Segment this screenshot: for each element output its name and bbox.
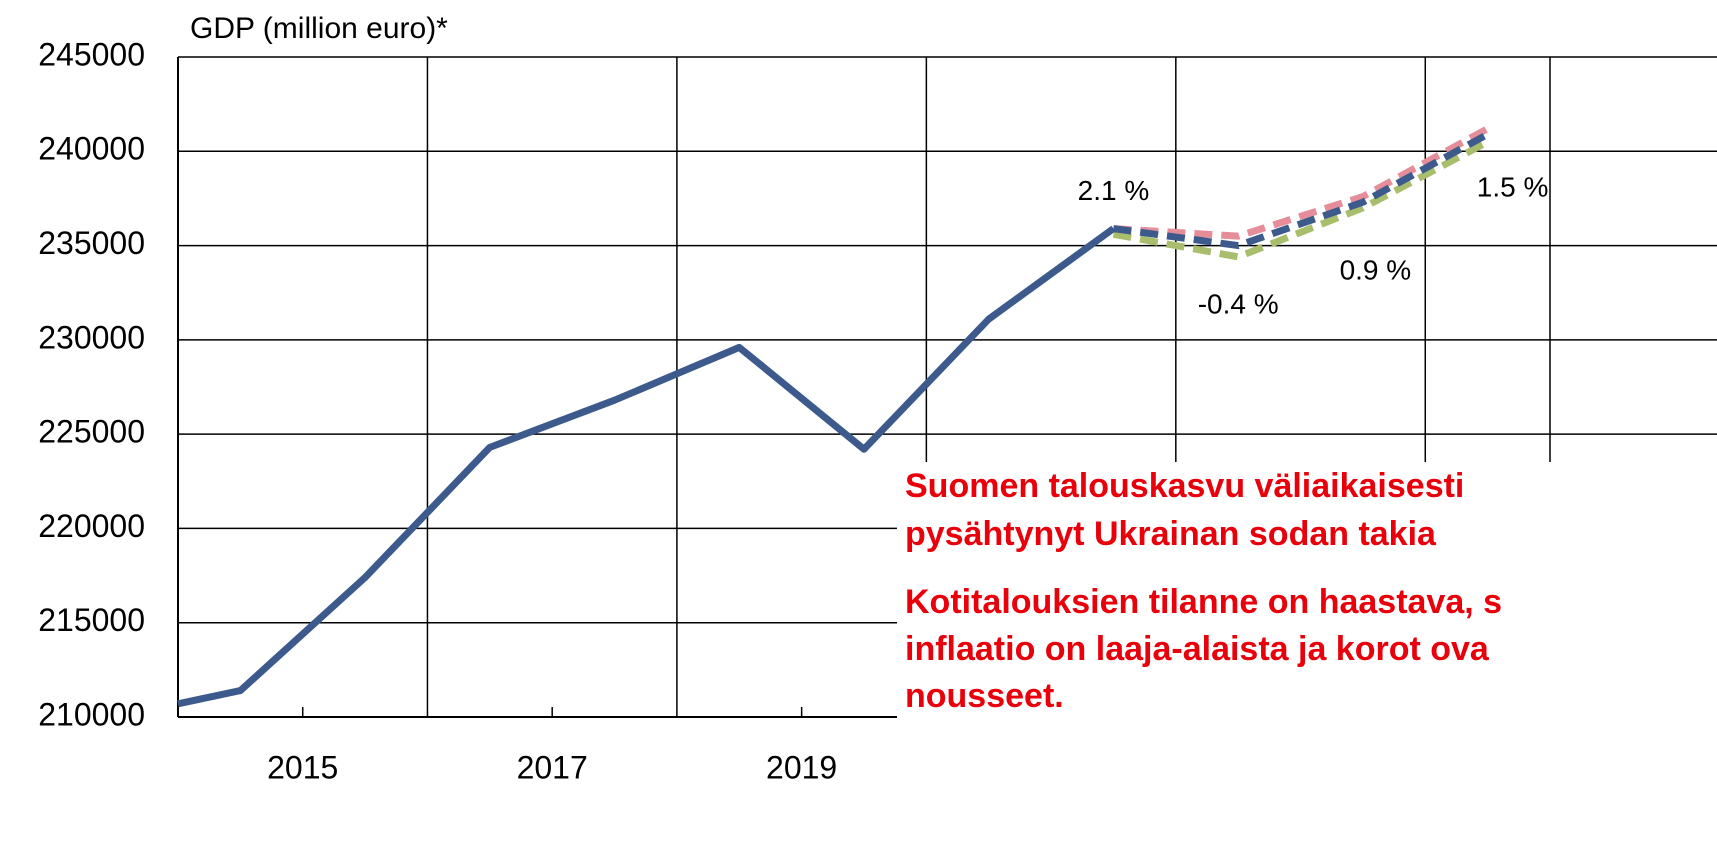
x-tick-label: 2015 [267,749,338,785]
y-tick-label: 230000 [38,319,145,355]
annotation: 1.5 % [1477,171,1549,202]
annotation: 0.9 % [1340,254,1412,285]
note-text: Suomen talouskasvu väliaikaisesti [905,467,1464,505]
y-tick-label: 210000 [38,696,145,732]
y-tick-label: 245000 [38,36,145,72]
y-tick-label: 225000 [38,414,145,450]
annotation: 2.1 % [1078,175,1150,206]
y-tick-label: 240000 [38,131,145,167]
y-tick-label: 220000 [38,508,145,544]
y-tick-label: 215000 [38,602,145,638]
x-tick-label: 2017 [517,749,588,785]
series-line [1113,125,1490,240]
chart-title: GDP (million euro)* [190,12,448,45]
series-line [1112,138,1490,261]
annotation: -0.4 % [1198,288,1279,319]
note-text: Kotitalouksien tilanne on haastava, s [905,583,1502,621]
note-text: inflaatio on laaja-alaista ja korot ova [905,630,1490,668]
note-text: pysähtynyt Ukrainan sodan takia [905,515,1437,553]
note-background [897,462,1717,853]
series-line [1112,131,1490,250]
series-line [177,225,1116,708]
y-tick-label: 235000 [38,225,145,261]
note-text: nousseet. [905,677,1064,715]
x-tick-label: 2019 [766,749,837,785]
